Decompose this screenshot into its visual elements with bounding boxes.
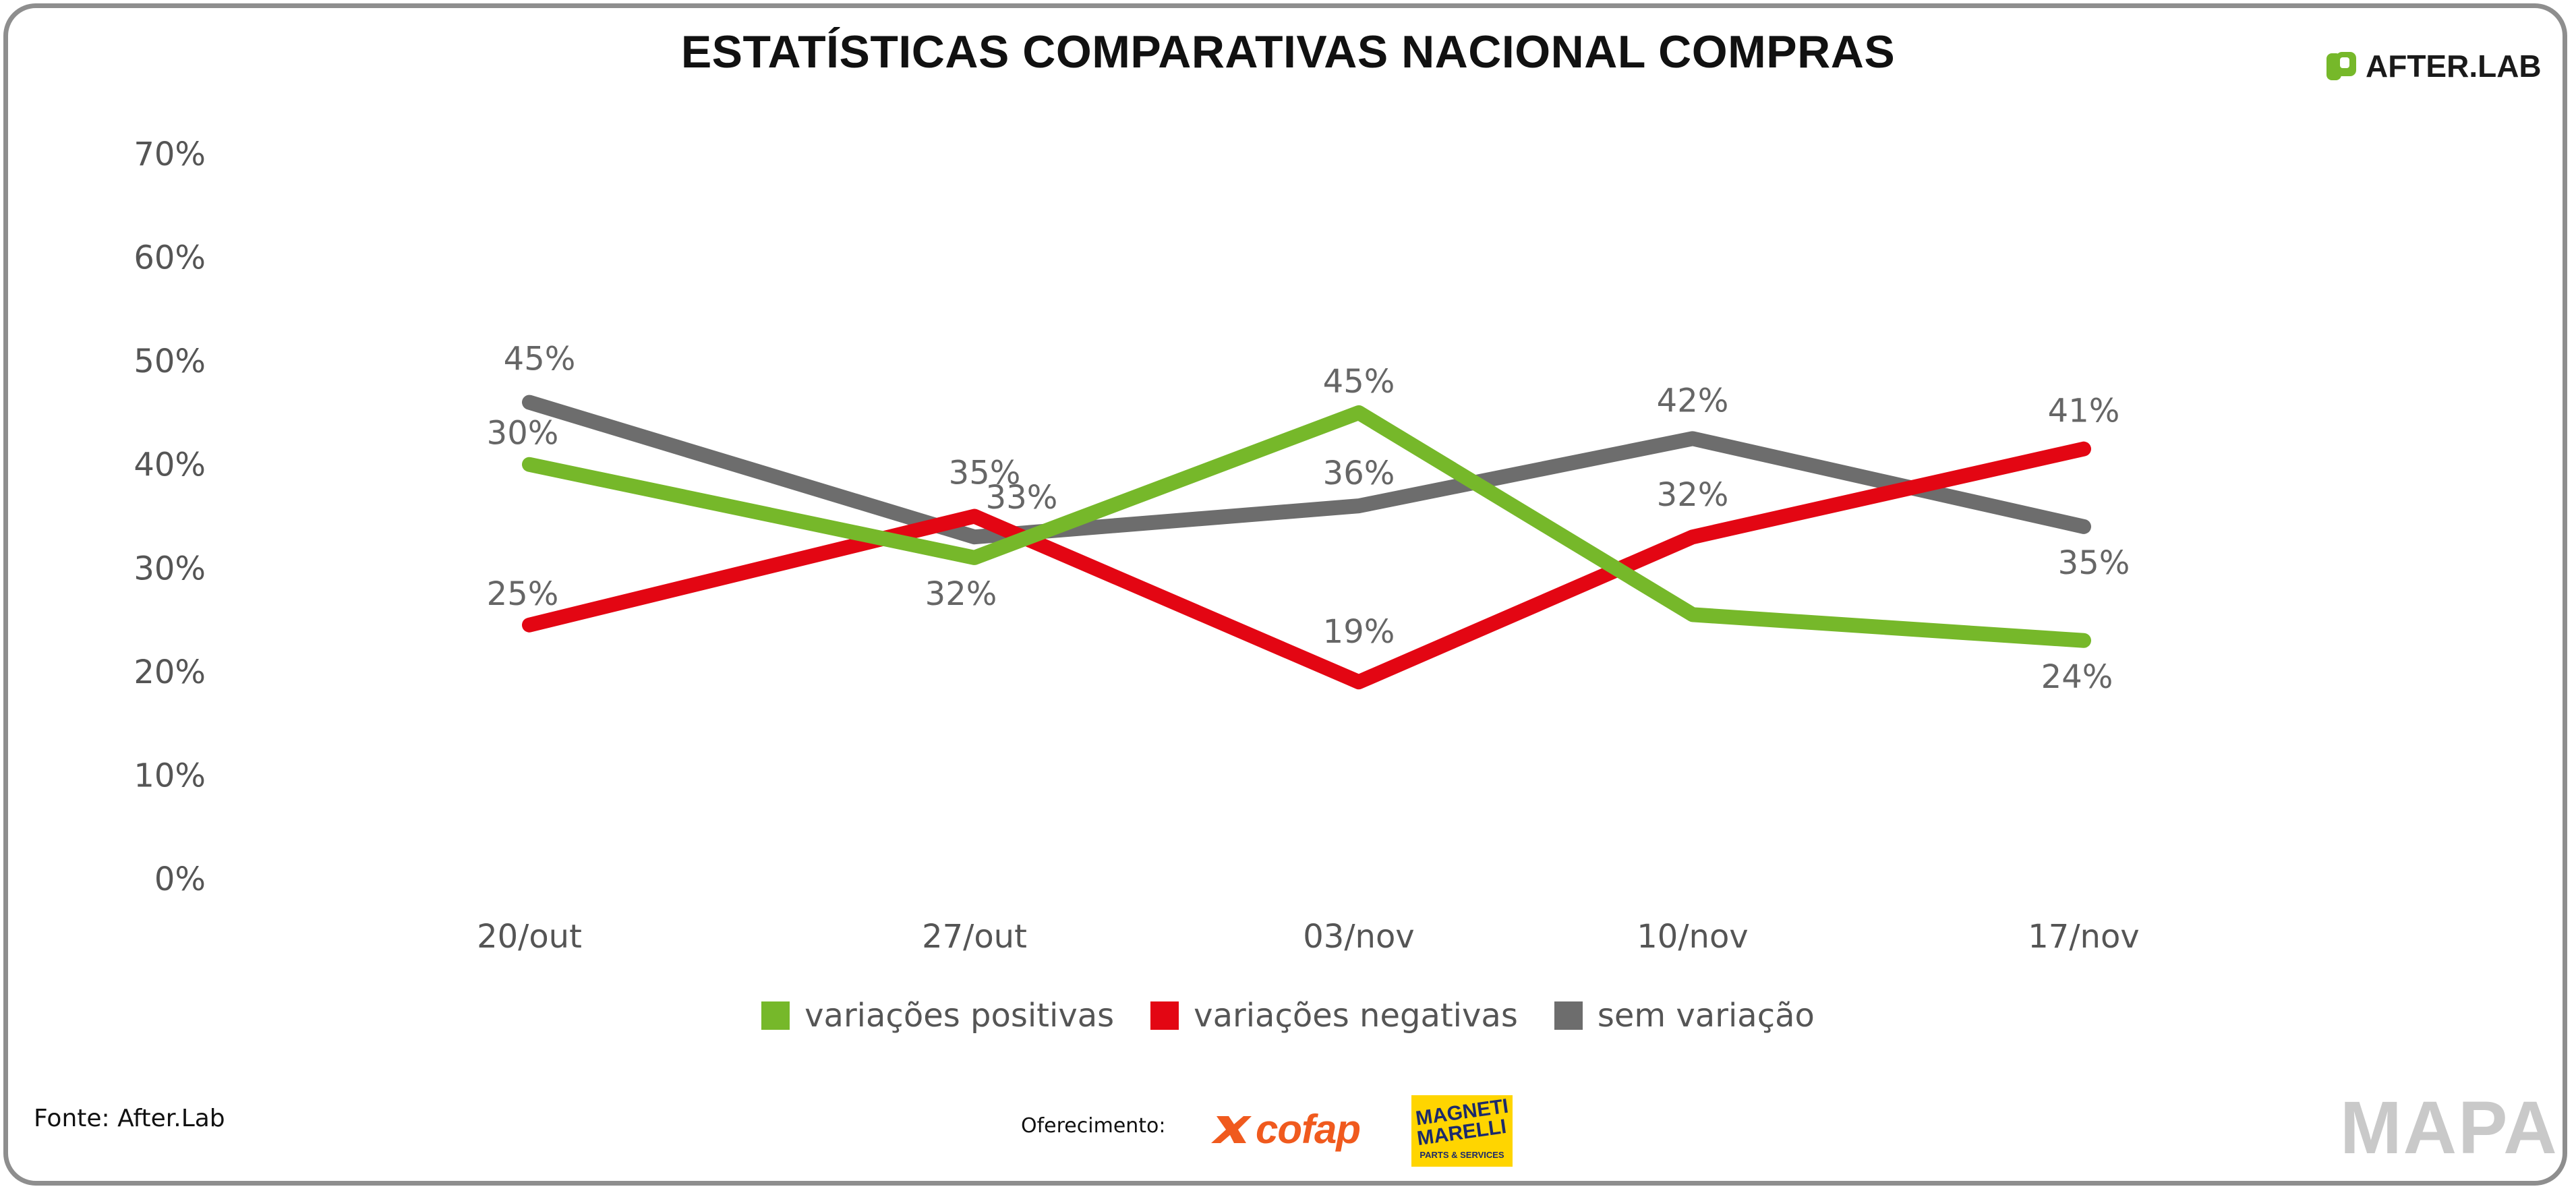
after-lab-logo-icon	[2326, 52, 2356, 80]
x-tick-label: 20/out	[477, 918, 582, 956]
data-label: 42%	[1657, 382, 1729, 419]
legend-swatch-positivas	[761, 1001, 790, 1030]
series-lines	[522, 395, 2091, 690]
legend-swatch-negativas	[1150, 1001, 1179, 1030]
data-label: 35%	[949, 455, 1021, 492]
data-label: 32%	[925, 575, 997, 613]
after-lab-logo: AFTER.LAB	[2325, 47, 2542, 85]
magneti-marelli-logo: MAGNETI MARELLI PARTS & SERVICES	[1411, 1095, 1513, 1167]
y-tick-label: 20%	[134, 653, 206, 691]
data-label: 35%	[2058, 544, 2130, 582]
y-axis: 0% 10% 20% 30% 40% 50% 60% 70%	[134, 136, 206, 898]
legend-label-positivas: variações positivas	[804, 997, 1115, 1035]
source-note: Fonte: After.Lab	[34, 1105, 225, 1132]
series-line	[522, 441, 2091, 690]
after-lab-logo-text: AFTER.LAB	[2366, 49, 2542, 84]
legend-item-positivas: variações positivas	[761, 997, 1114, 1035]
data-label: 36%	[1323, 455, 1395, 492]
y-tick-label: 30%	[134, 550, 206, 587]
x-tick-label: 27/out	[922, 918, 1027, 956]
series-line	[522, 395, 2091, 545]
data-label: 24%	[2041, 658, 2113, 696]
y-tick-label: 60%	[134, 239, 206, 277]
legend-item-sem-variacao: sem variação	[1554, 997, 1815, 1035]
y-tick-label: 10%	[134, 757, 206, 794]
chart-frame	[3, 3, 2567, 1186]
legend-label-sem-variacao: sem variação	[1597, 997, 1815, 1035]
series-line	[522, 405, 2091, 648]
sponsor-label: Oferecimento:	[1021, 1114, 1166, 1138]
y-tick-label: 40%	[134, 446, 206, 484]
data-label: 41%	[2048, 392, 2120, 430]
data-label: 45%	[1323, 363, 1395, 401]
data-label: 32%	[1657, 476, 1729, 514]
legend-swatch-sem-variacao	[1554, 1001, 1583, 1030]
cofap-logo-text: cofap	[1256, 1107, 1361, 1152]
legend-label-negativas: variações negativas	[1194, 997, 1518, 1035]
y-tick-label: 50%	[134, 343, 206, 380]
cofap-logo-icon	[1211, 1115, 1252, 1143]
data-label: 19%	[1323, 613, 1395, 651]
data-labels: 30% 32% 45% 24% 25% 35% 19% 32% 41% 45% 33% 36% 42% 3…	[487, 341, 2130, 696]
data-label: 33%	[986, 479, 1058, 517]
mapa-logo: MAPA	[2340, 1086, 2558, 1169]
chart-legend: variações positivas variações negativas …	[0, 997, 2576, 1035]
cofap-logo: cofap	[1211, 1106, 1361, 1153]
y-tick-label: 70%	[134, 136, 206, 173]
x-tick-label: 03/nov	[1303, 918, 1414, 956]
data-label: 45%	[504, 341, 576, 378]
data-label: 25%	[487, 575, 559, 613]
x-tick-label: 17/nov	[2028, 918, 2139, 956]
x-axis: 20/out 27/out 03/nov 10/nov 17/nov	[477, 918, 2140, 956]
legend-item-negativas: variações negativas	[1150, 997, 1518, 1035]
y-tick-label: 0%	[154, 861, 206, 898]
x-tick-label: 10/nov	[1637, 918, 1748, 956]
magneti-logo-line3: PARTS & SERVICES	[1419, 1149, 1504, 1160]
data-label: 30%	[487, 415, 559, 453]
chart-title: ESTATÍSTICAS COMPARATIVAS NACIONAL COMPR…	[680, 26, 1896, 78]
